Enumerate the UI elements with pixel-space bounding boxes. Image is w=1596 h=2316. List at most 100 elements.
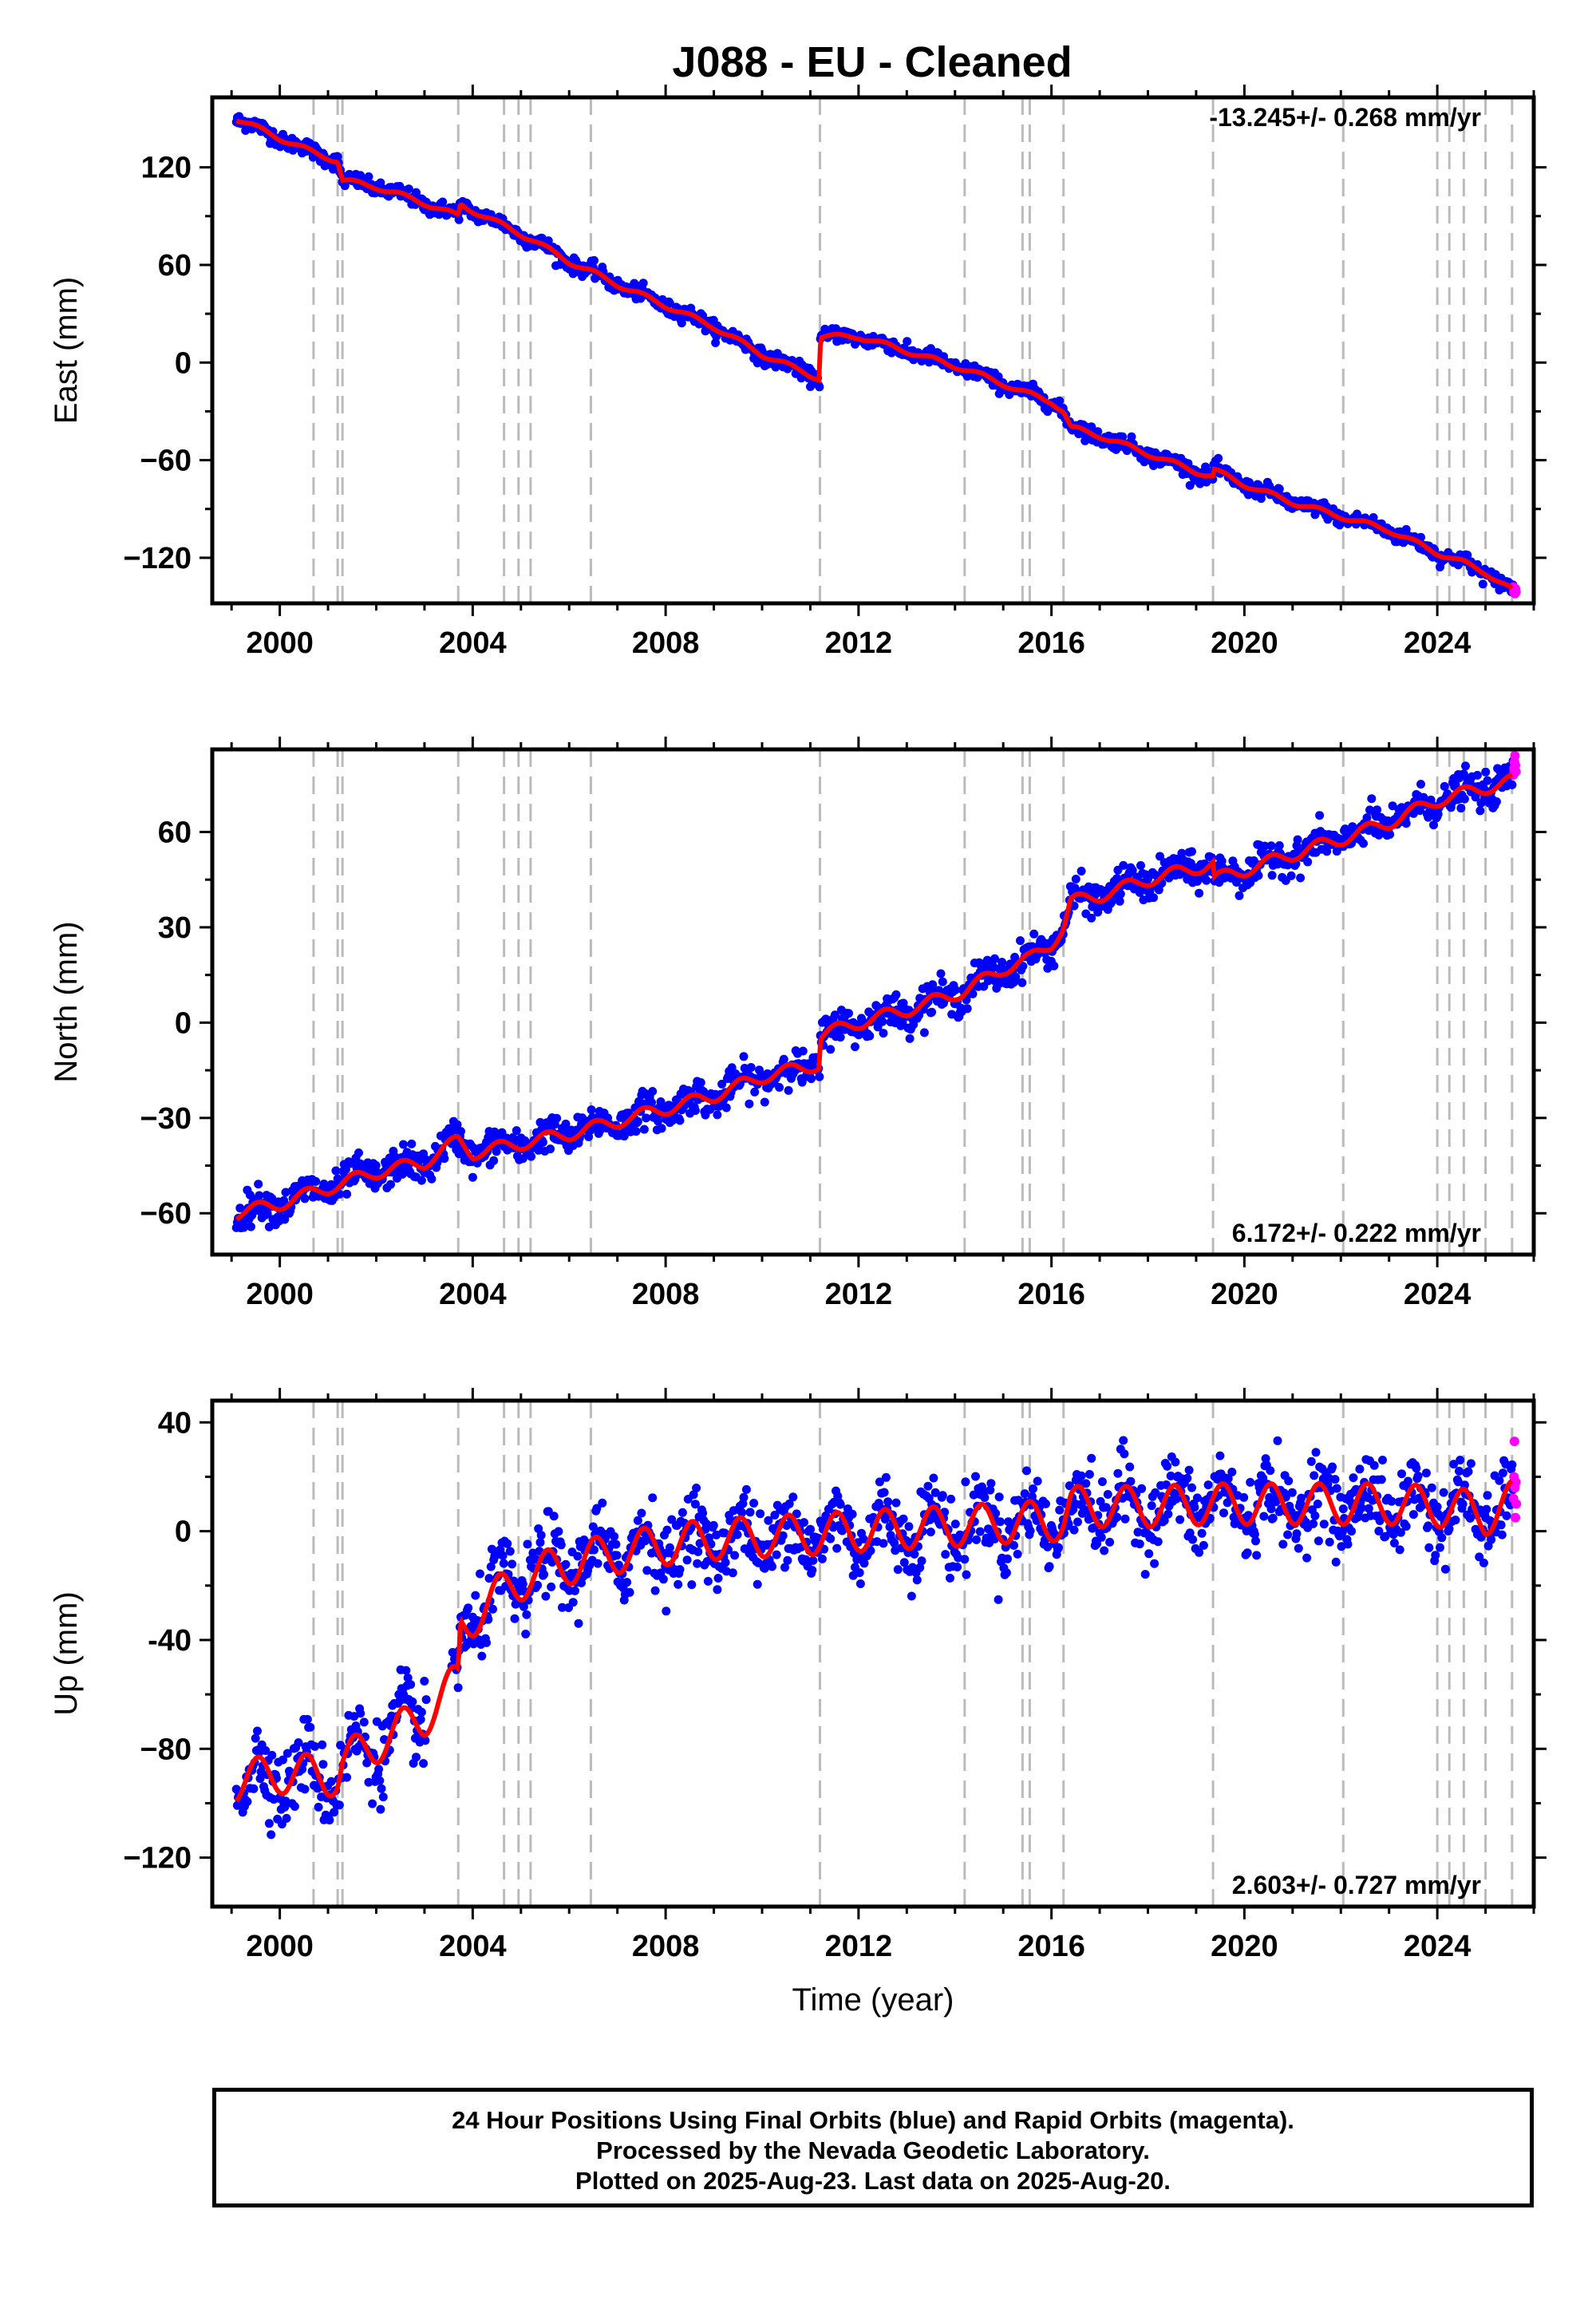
- data-point: [438, 197, 448, 207]
- data-point: [662, 1525, 672, 1535]
- data-point: [1087, 1453, 1096, 1463]
- data-point: [310, 1741, 320, 1751]
- data-point: [1268, 1513, 1278, 1523]
- data-point: [1437, 1533, 1447, 1543]
- data-point: [1273, 1436, 1282, 1445]
- data-point: [1195, 888, 1204, 898]
- data-point: [331, 1166, 341, 1176]
- data-point: [910, 1549, 919, 1559]
- data-point: [1404, 1476, 1412, 1486]
- data-point: [610, 1531, 619, 1541]
- data-point: [1022, 1466, 1031, 1476]
- data-point: [417, 1707, 426, 1717]
- data-point: [817, 1554, 827, 1563]
- data-point: [488, 1604, 497, 1614]
- data-point: [1171, 1457, 1180, 1467]
- x-tick-label: 2016: [1017, 626, 1085, 660]
- data-point: [368, 1799, 377, 1808]
- model-curve: [235, 118, 1514, 591]
- x-tick-label: 2024: [1404, 626, 1472, 660]
- north-panel: 2000 2004 2008 2012 2016 2020 2024 60 30 0 −30 −60 N…: [49, 737, 1547, 1311]
- data-point: [881, 1472, 891, 1482]
- data-point: [772, 1550, 781, 1559]
- data-point: [375, 1776, 385, 1785]
- data-point: [1199, 1540, 1208, 1550]
- data-point: [1498, 1468, 1507, 1478]
- data-point: [709, 1520, 718, 1530]
- data-point: [972, 1535, 982, 1544]
- data-point: [300, 1194, 310, 1203]
- data-point: [960, 1555, 970, 1564]
- data-point: [1097, 1477, 1107, 1487]
- data-point: [783, 1555, 792, 1565]
- x-tick-label: 2012: [825, 1930, 893, 1963]
- data-point: [399, 1140, 408, 1149]
- data-point: [986, 1479, 996, 1488]
- data-point: [1451, 1516, 1460, 1525]
- data-point: [739, 1492, 749, 1502]
- data-point: [1054, 1543, 1063, 1552]
- x-tick-label: 2012: [825, 1278, 893, 1311]
- data-point: [253, 1726, 262, 1736]
- data-point: [408, 1697, 417, 1706]
- data-point: [1440, 1564, 1450, 1574]
- data-point: [1120, 1449, 1129, 1459]
- rate-label: 6.172+/- 0.222 mm/yr: [1232, 1219, 1481, 1247]
- plot-frame: [210, 95, 1536, 606]
- data-point: [851, 1042, 859, 1052]
- data-point: [1412, 1464, 1421, 1473]
- data-point: [376, 178, 385, 188]
- data-point: [427, 1174, 437, 1184]
- data-point: [1343, 1539, 1353, 1549]
- data-point: [1487, 1535, 1496, 1544]
- data-point: [282, 1813, 291, 1823]
- data-point: [377, 1784, 386, 1793]
- data-point: [938, 977, 947, 986]
- data-point: [508, 1559, 517, 1569]
- data-point: [1401, 819, 1411, 828]
- data-point: [893, 1565, 903, 1575]
- x-tick-label: 2000: [246, 1930, 314, 1963]
- data-point: [1013, 1549, 1022, 1559]
- data-point: [1292, 1529, 1302, 1539]
- data-point: [510, 1614, 519, 1623]
- data-point: [1319, 1520, 1329, 1529]
- data-point: [1203, 1480, 1213, 1490]
- data-point: [554, 1527, 563, 1536]
- data-point: [1313, 1500, 1322, 1508]
- data-point: [637, 1508, 646, 1518]
- y-axis-label: Up (mm): [49, 1591, 84, 1716]
- east-panel: 2000 2004 2008 2012 2016 2020 2024 120 60 0 −60 −12…: [49, 85, 1547, 660]
- data-point: [484, 1574, 494, 1583]
- data-point: [1478, 579, 1487, 589]
- data-point: [406, 1680, 416, 1690]
- data-point: [807, 1074, 816, 1084]
- data-point: [255, 1191, 264, 1200]
- data-point: [994, 1595, 1003, 1604]
- data-point: [556, 1540, 566, 1550]
- data-point: [378, 1792, 388, 1802]
- data-point: [587, 1105, 596, 1115]
- data-point: [468, 1172, 477, 1182]
- rapid-point: [1511, 1512, 1521, 1523]
- data-point: [1287, 1488, 1297, 1497]
- data-point: [573, 1551, 583, 1561]
- data-point: [1472, 770, 1482, 780]
- data-point: [1136, 861, 1145, 870]
- data-point: [1135, 1539, 1144, 1549]
- data-point: [1246, 1477, 1255, 1487]
- data-point: [775, 1083, 784, 1092]
- data-point: [855, 1579, 865, 1588]
- data-point: [568, 1598, 578, 1607]
- data-point: [456, 1127, 465, 1136]
- data-point: [753, 1579, 762, 1589]
- data-point: [1310, 1471, 1319, 1480]
- data-point: [1197, 1528, 1207, 1538]
- data-point: [1373, 805, 1382, 815]
- data-point: [1349, 1473, 1358, 1483]
- data-point: [1001, 1568, 1011, 1578]
- data-point: [415, 1156, 425, 1165]
- data-point: [891, 990, 901, 999]
- data-point: [1041, 1499, 1050, 1508]
- data-point: [342, 1189, 352, 1199]
